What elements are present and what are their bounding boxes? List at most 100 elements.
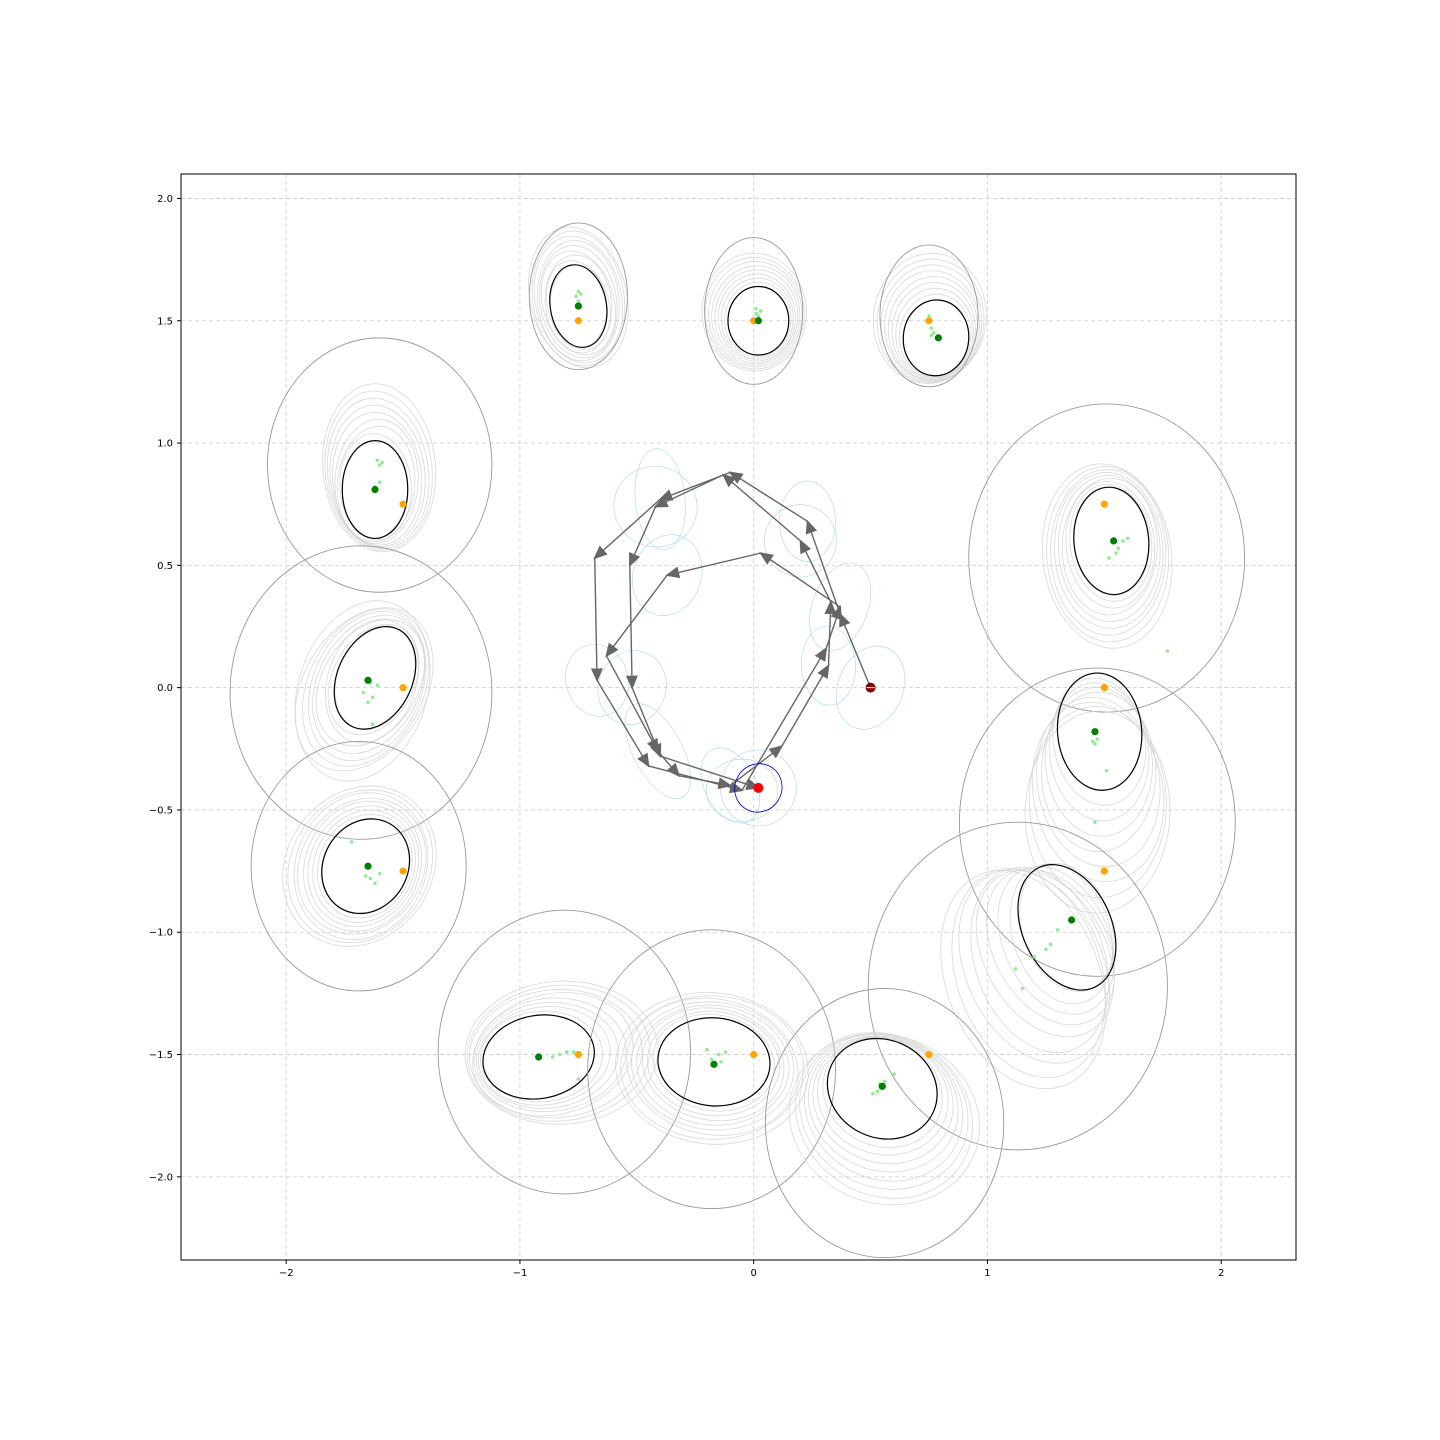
outer-uncertainty-circle bbox=[229, 545, 493, 840]
y-tick-label: −1.5 bbox=[149, 1050, 173, 1061]
outer-uncertainty-circle bbox=[879, 244, 979, 388]
plot-area bbox=[229, 222, 1246, 1259]
outer-uncertainty-circle bbox=[867, 821, 1168, 1151]
outer-uncertainty-circle bbox=[958, 667, 1236, 977]
estimate-point bbox=[364, 676, 372, 684]
particle-point bbox=[927, 314, 931, 318]
goal-point bbox=[399, 500, 407, 508]
uncertainty-trace bbox=[799, 1033, 969, 1190]
y-tick-label: 0.5 bbox=[157, 561, 173, 572]
path-arrow bbox=[824, 600, 837, 666]
particle-point bbox=[1048, 942, 1053, 947]
particle-point bbox=[1055, 927, 1060, 932]
y-tick-label: 1.5 bbox=[157, 316, 173, 327]
path-arrow bbox=[631, 687, 662, 758]
particle-point bbox=[1032, 954, 1036, 959]
estimate-point bbox=[1067, 916, 1076, 924]
path-arrow bbox=[657, 750, 681, 778]
x-tick-label: −1 bbox=[513, 1268, 528, 1279]
uncertainty-trace bbox=[714, 269, 799, 364]
uncertainty-trace bbox=[876, 258, 985, 383]
agent-ellipse bbox=[764, 504, 837, 578]
path-arrow bbox=[759, 552, 841, 608]
goal-point bbox=[1100, 684, 1108, 692]
agent-ellipse bbox=[779, 480, 836, 562]
y-tick-label: 2.0 bbox=[157, 194, 173, 205]
uncertainty-trace bbox=[327, 623, 420, 736]
uncertainty-trace bbox=[329, 404, 426, 548]
particle-point bbox=[368, 876, 373, 881]
uncertainty-trace bbox=[704, 256, 805, 370]
covariance-ellipse bbox=[902, 299, 970, 377]
path-arrow bbox=[839, 612, 872, 688]
x-tick-label: 0 bbox=[751, 1268, 757, 1279]
particle-point bbox=[370, 722, 375, 727]
goal-point bbox=[1100, 500, 1108, 508]
uncertainty-trace bbox=[641, 1007, 785, 1122]
estimate-point bbox=[710, 1060, 718, 1068]
particle-point bbox=[557, 1052, 562, 1057]
particle-point bbox=[1121, 539, 1125, 543]
uncertainty-trace bbox=[1040, 691, 1157, 853]
axis-ticks: −2 −1 0 1 2 2.0 1.5 1.0 0.5 0.0 −0.5 −1.0 −1.5 −2.0 bbox=[149, 194, 1225, 1279]
path-arrow bbox=[799, 539, 832, 603]
particle-point bbox=[380, 460, 384, 465]
particle-point bbox=[892, 1072, 896, 1076]
uncertainty-trace bbox=[803, 1033, 964, 1182]
uncertainty-trace bbox=[312, 809, 417, 923]
uncertainty-trace bbox=[528, 226, 629, 369]
goal-point bbox=[574, 317, 582, 325]
particle-point bbox=[1107, 556, 1111, 560]
plot-background bbox=[181, 174, 1296, 1260]
covariance-ellipse bbox=[1073, 486, 1150, 596]
covariance-ellipse bbox=[341, 440, 409, 540]
uncertainty-trace bbox=[872, 252, 987, 384]
estimate-point bbox=[754, 317, 762, 325]
particle-point bbox=[723, 1050, 728, 1054]
path-arrow bbox=[605, 574, 668, 658]
uncertainty-trace bbox=[1065, 480, 1156, 609]
particle-point bbox=[1165, 649, 1170, 653]
uncertainty-trace bbox=[884, 270, 981, 382]
estimate-point bbox=[1091, 728, 1099, 736]
particle-point bbox=[370, 695, 375, 700]
uncertainty-trace bbox=[975, 869, 1115, 1038]
particle-point bbox=[1104, 769, 1109, 773]
y-tick-label: −0.5 bbox=[149, 805, 173, 816]
uncertainty-trace bbox=[473, 997, 627, 1113]
uncertainty-trace bbox=[294, 600, 431, 782]
particle-point bbox=[716, 1052, 721, 1057]
agent-ellipse bbox=[835, 645, 906, 730]
estimate-point bbox=[371, 485, 379, 494]
particle-point bbox=[578, 292, 583, 296]
uncertainty-trace bbox=[708, 261, 803, 368]
particle-point bbox=[550, 1055, 555, 1059]
particle-point bbox=[373, 881, 377, 886]
uncertainty-trace bbox=[297, 797, 427, 935]
uncertainty-trace bbox=[287, 789, 434, 943]
uncertainty-trace bbox=[880, 264, 983, 382]
uncertainty-trace bbox=[332, 411, 423, 546]
estimate-point bbox=[1110, 537, 1118, 545]
goal-point bbox=[750, 1050, 758, 1059]
plot-frame bbox=[180, 173, 1297, 1261]
x-tick-label: 1 bbox=[984, 1268, 990, 1279]
uncertainty-trace bbox=[334, 418, 419, 544]
covariance-ellipse bbox=[1017, 864, 1117, 991]
particle-point bbox=[754, 311, 758, 316]
particle-point bbox=[1020, 986, 1025, 991]
uncertainty-trace bbox=[1031, 701, 1165, 883]
particle-point bbox=[375, 458, 380, 462]
uncertainty-trace bbox=[539, 245, 618, 359]
goal-point bbox=[925, 1050, 933, 1059]
estimate-point bbox=[535, 1053, 543, 1061]
uncertainty-trace bbox=[631, 1001, 795, 1131]
uncertainty-trace bbox=[1044, 686, 1153, 837]
outer-uncertainty-circle bbox=[764, 988, 1005, 1259]
uncertainty-trace bbox=[540, 250, 616, 356]
particle-point bbox=[361, 690, 366, 695]
particle-point bbox=[929, 333, 934, 338]
particle-point bbox=[574, 294, 578, 299]
uncertainty-trace bbox=[316, 813, 413, 919]
uncertainty-trace bbox=[1061, 477, 1158, 616]
